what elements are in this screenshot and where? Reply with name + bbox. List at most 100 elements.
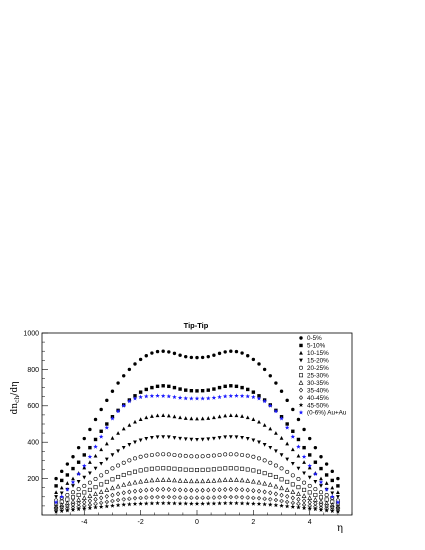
data-point [268,426,273,431]
data-point [161,349,165,353]
plot-frame [41,332,353,516]
data-point [98,489,104,494]
data-point [206,487,211,493]
data-point [268,490,273,496]
data-point [284,487,290,492]
data-point [228,500,234,506]
legend-marker [299,343,303,348]
data-point [228,477,234,482]
data-point [228,495,233,500]
data-point [104,469,109,474]
data-point [53,509,59,514]
data-point [302,445,306,450]
data-point [324,492,329,497]
data-point [99,473,104,478]
data-point [273,408,279,414]
data-point [178,387,182,391]
data-point [81,463,87,468]
data-point [172,500,177,506]
data-point [313,471,318,476]
data-point [318,502,324,508]
data-point [273,463,278,468]
data-point [87,498,93,504]
data-point [155,477,160,482]
data-point [87,480,92,485]
data-point [93,453,98,458]
data-point [167,384,171,389]
data-point [239,500,245,506]
data-point [211,477,217,483]
data-point [285,499,290,504]
data-point [313,445,318,450]
data-point [143,501,149,506]
data-point [115,491,121,497]
data-point [313,479,318,484]
data-point [318,495,323,500]
data-point [212,436,216,441]
data-point [267,403,273,408]
data-point [87,493,93,498]
data-point [138,478,144,484]
data-point [296,417,301,422]
data-point [144,453,149,458]
data-point [313,506,318,512]
data-point [222,477,228,482]
data-point [206,453,211,458]
data-point [127,501,132,507]
data-point [206,388,210,392]
data-point [110,389,115,393]
data-point [76,460,81,464]
data-point [132,479,138,485]
data-point [155,349,160,354]
data-point [93,417,98,422]
data-point [240,452,245,457]
data-point [194,501,200,506]
y-axis-label-sub: ch [14,396,21,403]
data-point [256,456,261,461]
data-point [302,487,307,492]
data-point [76,487,81,492]
data-point [302,471,306,476]
data-point [234,349,239,354]
data-point [99,495,104,501]
data-point [93,466,98,471]
data-point [121,445,126,450]
data-point [149,495,154,500]
data-point [211,501,217,506]
data-point [183,437,188,442]
series-4 [54,452,340,503]
data-point [166,435,171,440]
data-point [302,480,307,485]
y-axis-label-tail: /dη [10,382,20,396]
data-point [127,423,132,427]
data-point [200,467,205,472]
data-point [228,393,234,398]
data-point [88,471,92,476]
data-point [143,393,149,399]
data-point [251,390,256,394]
data-point [223,495,228,500]
data-point [143,478,149,483]
data-point [150,351,154,355]
data-point [240,466,245,471]
data-point [133,394,137,398]
data-point [93,504,98,510]
data-point [284,503,290,509]
data-point [336,490,340,494]
data-point [335,499,341,505]
data-point [115,502,121,508]
data-point [234,500,239,506]
data-point [127,471,132,476]
data-point [183,453,188,458]
data-points [53,349,341,514]
data-point [172,452,177,457]
data-point [144,487,149,493]
data-point [257,496,261,501]
data-point [189,416,194,421]
data-point [257,362,261,366]
data-point [217,351,222,356]
data-point [87,487,92,492]
data-point [149,393,155,398]
data-point [195,454,200,459]
legend-marker [298,365,303,370]
